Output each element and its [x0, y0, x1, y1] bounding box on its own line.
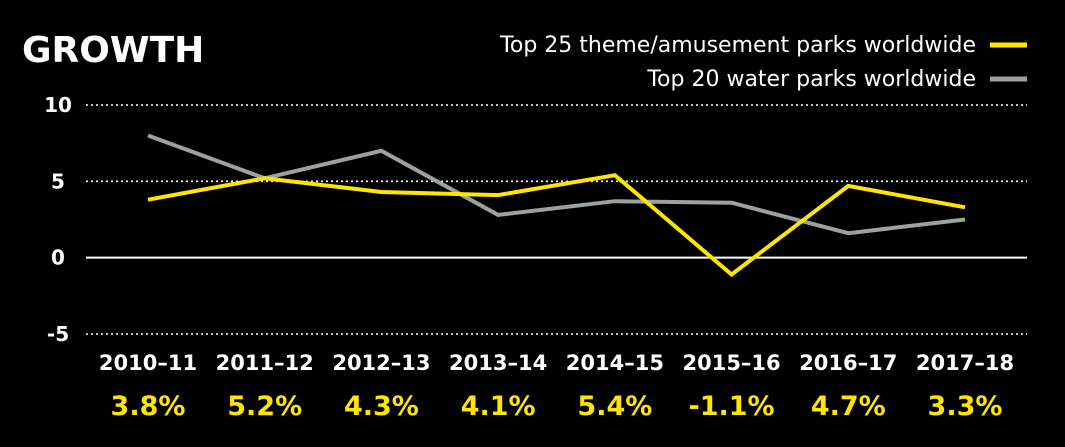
y-tick-label: -5: [47, 322, 69, 346]
x-tick-label: 2013–14: [449, 351, 547, 375]
y-tick-label: 5: [51, 169, 65, 193]
y-tick-label: 10: [44, 93, 72, 117]
chart-title: GROWTH: [22, 30, 204, 71]
y-axis: 10 5 0 -5: [44, 93, 72, 346]
data-label: 4.1%: [461, 391, 536, 422]
legend: Top 25 theme/amusement parks worldwide T…: [499, 33, 1027, 92]
data-label: 3.8%: [111, 391, 186, 422]
data-labels: 3.8% 5.2% 4.3% 4.1% 5.4% -1.1% 4.7% 3.3%: [111, 391, 1003, 422]
x-tick-label: 2011–12: [216, 351, 314, 375]
x-tick-label: 2016–17: [799, 351, 897, 375]
data-label: -1.1%: [689, 391, 775, 422]
x-axis: 2010–11 2011–12 2012–13 2013–14 2014–15 2015–…: [99, 351, 1014, 375]
x-tick-label: 2017–18: [916, 351, 1014, 375]
data-label: 5.2%: [227, 391, 302, 422]
y-tick-label: 0: [51, 246, 65, 270]
data-label: 4.7%: [811, 391, 886, 422]
gridlines: [86, 104, 1027, 335]
legend-label-theme-parks: Top 25 theme/amusement parks worldwide: [499, 33, 976, 58]
series-line-theme-parks: [147, 173, 966, 278]
x-tick-label: 2010–11: [99, 351, 197, 375]
data-label: 5.4%: [577, 391, 652, 422]
series-line-water-parks: [147, 133, 966, 236]
data-label: 4.3%: [344, 391, 419, 422]
data-label: 3.3%: [928, 391, 1003, 422]
legend-label-water-parks: Top 20 water parks worldwide: [646, 67, 976, 92]
x-tick-label: 2015–16: [682, 351, 780, 375]
x-tick-label: 2014–15: [566, 351, 664, 375]
x-tick-label: 2012–13: [332, 351, 430, 375]
series-layer: [147, 133, 966, 278]
